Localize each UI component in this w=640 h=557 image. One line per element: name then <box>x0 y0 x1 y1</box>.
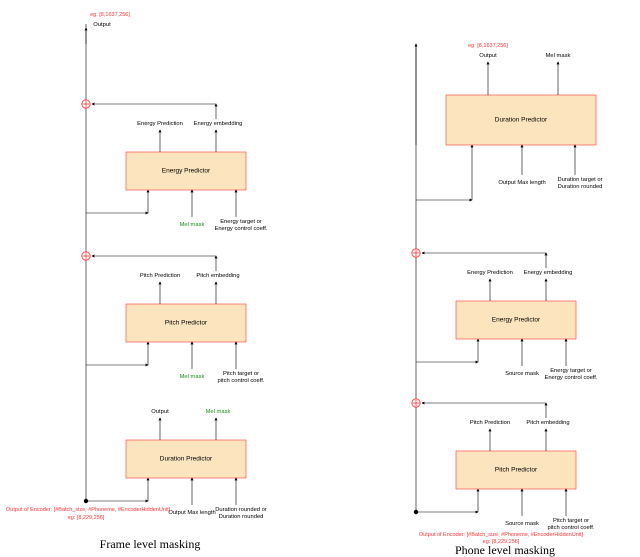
plus-node-energy <box>82 100 90 108</box>
duration-predictor-label: Duration Predictor <box>160 456 213 463</box>
energy-out-right: Energy embedding <box>194 121 243 127</box>
pitch-in-r2: pitch control coeff. <box>218 378 265 384</box>
r-plus-energy <box>412 249 420 257</box>
r-dur-out-l: Output <box>479 53 497 59</box>
r-energy-in-r2: Energy control coeff. <box>544 375 597 381</box>
r-top-eg: eg: [8,1637,256] <box>468 43 508 49</box>
pitch-out-left: Pitch Prediction <box>140 273 180 279</box>
pitch-predictor-label: Pitch Predictor <box>165 320 208 327</box>
pitch-in-mid: Mel mask <box>180 374 205 380</box>
r-encoder-note: Output of Encoder: [#Batch_size, #Phonem… <box>419 532 584 538</box>
r-duration-label: Duration Predictor <box>495 117 548 124</box>
r-dur-in-mid: Output Max length <box>498 180 545 186</box>
r-energy-out-l: Energy Prediction <box>467 270 513 276</box>
r-pitch-label: Pitch Predictor <box>495 467 538 474</box>
left-encoder-note: Output of Encoder: [#Batch_size, #Phonem… <box>6 507 171 513</box>
energy-out-left: Energy Prediction <box>137 121 183 127</box>
pitch-in-r1: Pitch target or <box>223 371 259 377</box>
r-energy-in-r1: Energy target or <box>550 368 592 374</box>
energy-in-mid: Mel mask <box>180 222 205 228</box>
r-dur-in-r2: Duration rounded <box>558 184 603 190</box>
left-diagram: Duration Predictor Output Max length Dur… <box>6 12 268 551</box>
left-encoder-eg: eg: [8,229,256] <box>68 515 105 521</box>
dur-out-right: Mel mask <box>206 409 231 415</box>
r-energy-label: Energy Predictor <box>492 317 541 324</box>
pitch-out-right: Pitch embedding <box>196 273 239 279</box>
dur-in-mid: Output Max length <box>168 510 215 516</box>
r-pitch-out-r: Pitch embedding <box>526 420 569 426</box>
dur-in-r2: Duration rounded <box>219 514 264 520</box>
dur-in-r1: Duration rounded or <box>215 507 267 513</box>
r-dur-out-r: Mel mask <box>546 53 571 59</box>
r-pitch-in-r2: pitch control coeff. <box>548 525 595 531</box>
energy-in-r1: Energy target or <box>220 219 262 225</box>
r-pitch-out-l: Pitch Prediction <box>470 420 510 426</box>
r-dur-in-r1: Duration target or <box>557 177 602 183</box>
right-caption: Phone level masking <box>455 543 555 557</box>
left-caption: Frame level masking <box>100 537 201 551</box>
r-energy-in-mid: Source mask <box>505 371 539 377</box>
r-pitch-in-mid: Source mask <box>505 521 539 527</box>
energy-predictor-label: Energy Predictor <box>162 168 211 175</box>
dur-out-left: Output <box>151 409 169 415</box>
r-pitch-in-r1: Pitch target or <box>553 518 589 524</box>
left-top-eg: eg: [8,1637,256] <box>90 12 130 18</box>
right-diagram: Pitch Predictor Source mask Pitch target… <box>412 43 603 557</box>
r-energy-out-r: Energy embedding <box>524 270 573 276</box>
r-plus-pitch <box>412 399 420 407</box>
left-top-output: Output <box>93 22 111 28</box>
plus-node-pitch <box>82 252 90 260</box>
energy-in-r2: Energy control coeff. <box>214 226 267 232</box>
